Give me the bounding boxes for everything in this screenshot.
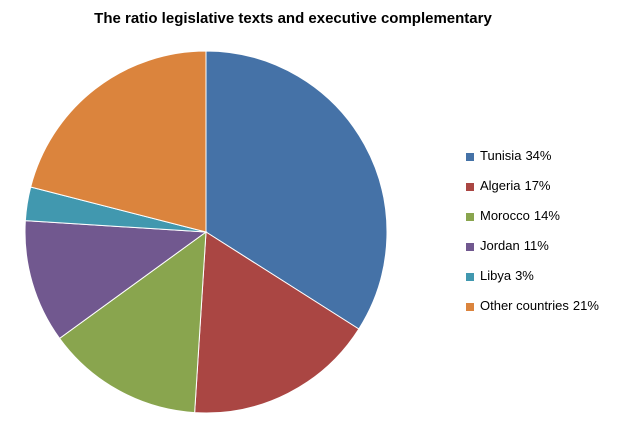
pie-slice [58, 230, 207, 414]
legend-value: 21% [573, 298, 599, 313]
legend-label: Algeria 17% [480, 178, 551, 193]
legend-name: Morocco [480, 208, 530, 223]
legend-label: Jordan 11% [480, 238, 549, 253]
pie-slice [30, 50, 207, 233]
legend-value: 17% [524, 178, 550, 193]
legend-swatch [466, 213, 474, 221]
legend-name: Tunisia [480, 148, 522, 163]
pie-slice [24, 220, 208, 340]
legend-value: 3% [515, 268, 534, 283]
legend-label: Libya 3% [480, 268, 534, 283]
legend-swatch [466, 243, 474, 251]
pie-slice [205, 50, 388, 330]
legend-swatch [466, 153, 474, 161]
legend-value: 11% [524, 238, 549, 253]
legend-name: Algeria [480, 178, 521, 193]
legend-label: Other countries 21% [480, 298, 599, 313]
legend-swatch [466, 303, 474, 311]
chart-title: The ratio legislative texts and executiv… [94, 10, 492, 27]
legend-name: Libya [480, 268, 512, 283]
legend-value: 34% [525, 148, 551, 163]
legend-value: 14% [534, 208, 560, 223]
legend-name: Other countries [480, 298, 569, 313]
legend-name: Jordan [480, 238, 520, 253]
legend-swatch [466, 183, 474, 191]
legend-label: Morocco 14% [480, 208, 560, 223]
pie-slice [194, 231, 360, 414]
legend-label: Tunisia 34% [480, 148, 552, 163]
legend-swatch [466, 273, 474, 281]
